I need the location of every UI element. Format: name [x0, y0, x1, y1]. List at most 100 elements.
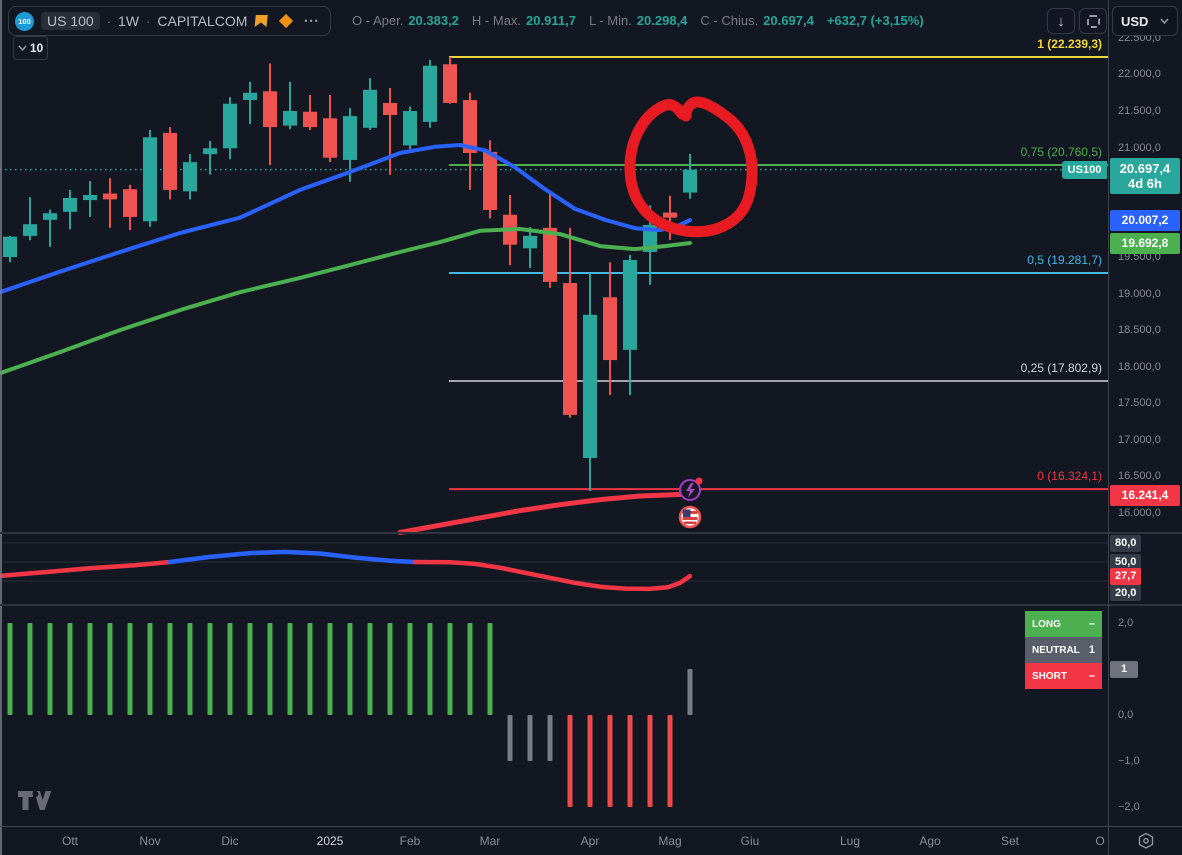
price-scale-separator: [1108, 0, 1109, 855]
month-label: Apr: [580, 834, 600, 848]
time-axis[interactable]: Ott Nov Dic 2025 Feb Mar Apr Mag Giu Lug Ago Set O: [0, 827, 1182, 855]
signal-bar: [367, 623, 373, 715]
chart-canvas[interactable]: [0, 0, 1108, 827]
fib-level-label: 0,5 (19.281,7): [1027, 253, 1102, 268]
month-label: Dic: [221, 834, 239, 848]
current-price-value: 20.697,4: [1119, 161, 1171, 177]
signal-tick: 0,0: [1118, 709, 1134, 721]
signal-tick: 2,0: [1118, 617, 1134, 629]
ohlc-value: 20.298,4: [636, 13, 688, 28]
exchange-button[interactable]: CAPITALCOM: [157, 13, 248, 29]
signal-bar: [667, 715, 673, 807]
signal-bar: [247, 623, 253, 715]
ohlc-item: H - Max. 20.911,7: [472, 13, 576, 28]
currency-dropdown[interactable]: USD: [1112, 6, 1178, 36]
month-label: Feb: [399, 834, 421, 848]
oscillator-tick-box: 50,0: [1110, 553, 1142, 571]
candle-body: [383, 102, 397, 116]
signal-bar: [147, 623, 153, 715]
fib-level-label: 0 (16.324,1): [1037, 469, 1102, 484]
ohlc-label: O - Aper.: [352, 13, 404, 28]
us-economic-event-icon[interactable]: [678, 505, 702, 529]
symbol-toolbar[interactable]: 100 US 100 · 1W · CAPITALCOM •••: [8, 6, 331, 36]
candle-body: [83, 195, 97, 201]
signal-bar: [207, 623, 213, 715]
signal-bar: [167, 623, 173, 715]
axis-settings-icon[interactable]: [1136, 832, 1156, 850]
signal-bar: [27, 623, 33, 715]
pane-separator[interactable]: [0, 604, 1182, 606]
ohlc-item: O - Aper. 20.383,2: [352, 13, 459, 28]
ma-value-box: 19.692,8: [1110, 232, 1180, 254]
candle-body: [243, 92, 257, 101]
month-label: Ago: [919, 834, 941, 848]
oscillator-value-box: 27,7: [1110, 567, 1142, 585]
month-label: Set: [1000, 834, 1020, 848]
signal-legend-row-short: SHORT –: [1025, 663, 1102, 689]
indicators-collapse-toggle[interactable]: 10: [13, 36, 48, 60]
flag-icon[interactable]: [254, 13, 270, 29]
signal-tick: −2,0: [1118, 801, 1140, 813]
candle-body: [423, 65, 437, 122]
signal-legend-label: LONG: [1032, 618, 1061, 630]
more-options-icon[interactable]: •••: [304, 16, 320, 26]
month-label: Mag: [658, 834, 682, 848]
maximize-pane-button[interactable]: [1079, 8, 1107, 34]
symbol-logo: 100: [15, 11, 34, 31]
signal-bar: [227, 623, 233, 715]
price-tick: 19.000,0: [1118, 287, 1161, 300]
month-label: Mar: [479, 834, 501, 848]
signal-bar: [627, 715, 633, 807]
signal-bar: [567, 715, 573, 807]
price-tick: 21.000,0: [1118, 141, 1161, 154]
candle-body: [583, 314, 597, 458]
signal-bar: [347, 623, 353, 715]
ohlc-value: 20.697,4: [763, 13, 814, 28]
signal-bar: [267, 623, 273, 715]
candle-body: [543, 227, 557, 282]
candle-body: [143, 137, 157, 222]
signal-legend-value: –: [1088, 618, 1095, 630]
signal-bar: [327, 623, 333, 715]
axis-separator: [0, 826, 1182, 827]
price-tick: 17.000,0: [1118, 433, 1161, 446]
candle-body: [343, 116, 357, 160]
candle-body: [403, 111, 417, 146]
price-scale[interactable]: 22.500,0 22.000,0 21.500,0 21.000,0 19.500,0…: [1109, 0, 1182, 826]
signal-value-box: 1: [1110, 660, 1138, 678]
price-tick: 17.500,0: [1118, 397, 1161, 410]
notification-dot: [695, 477, 703, 485]
signal-bar: [507, 715, 513, 761]
price-tick: 21.500,0: [1118, 105, 1161, 117]
signal-legend-row-long: LONG –: [1025, 611, 1102, 637]
month-label: Nov: [139, 834, 161, 848]
signal-legend-row-neutral: NEUTRAL 1: [1025, 637, 1102, 663]
change-readout: +632,7 (+3,15%): [827, 13, 924, 28]
scale-download-button[interactable]: ↓: [1047, 8, 1075, 34]
month-label: O: [1095, 834, 1105, 848]
candle-body: [683, 169, 697, 193]
candle-body: [223, 103, 237, 149]
symbol-name-button[interactable]: US 100: [41, 12, 100, 30]
candle-body: [263, 91, 277, 128]
currency-value: USD: [1121, 13, 1149, 29]
pane-separator[interactable]: [0, 532, 1182, 534]
fib-level-label: 1 (22.239,3): [1037, 37, 1102, 51]
candle-body: [603, 297, 617, 361]
interval-button[interactable]: 1W: [118, 13, 140, 29]
signal-bar: [427, 623, 433, 715]
month-label: Giu: [740, 834, 760, 848]
signal-bar: [647, 715, 653, 807]
candle-body: [43, 213, 57, 220]
signal-bar: [527, 715, 533, 761]
price-tick: 18.500,0: [1118, 324, 1161, 337]
hand-drawn-circle-annotation[interactable]: [624, 96, 758, 238]
candle-body: [523, 235, 537, 249]
candle-body: [363, 89, 377, 128]
tradingview-logo[interactable]: [18, 791, 52, 811]
signal-bar: [67, 623, 73, 715]
signal-bar: [547, 715, 553, 761]
chevron-down-icon: [18, 45, 27, 51]
earnings-event-icon[interactable]: [679, 477, 703, 501]
diamond-icon[interactable]: [277, 12, 295, 30]
